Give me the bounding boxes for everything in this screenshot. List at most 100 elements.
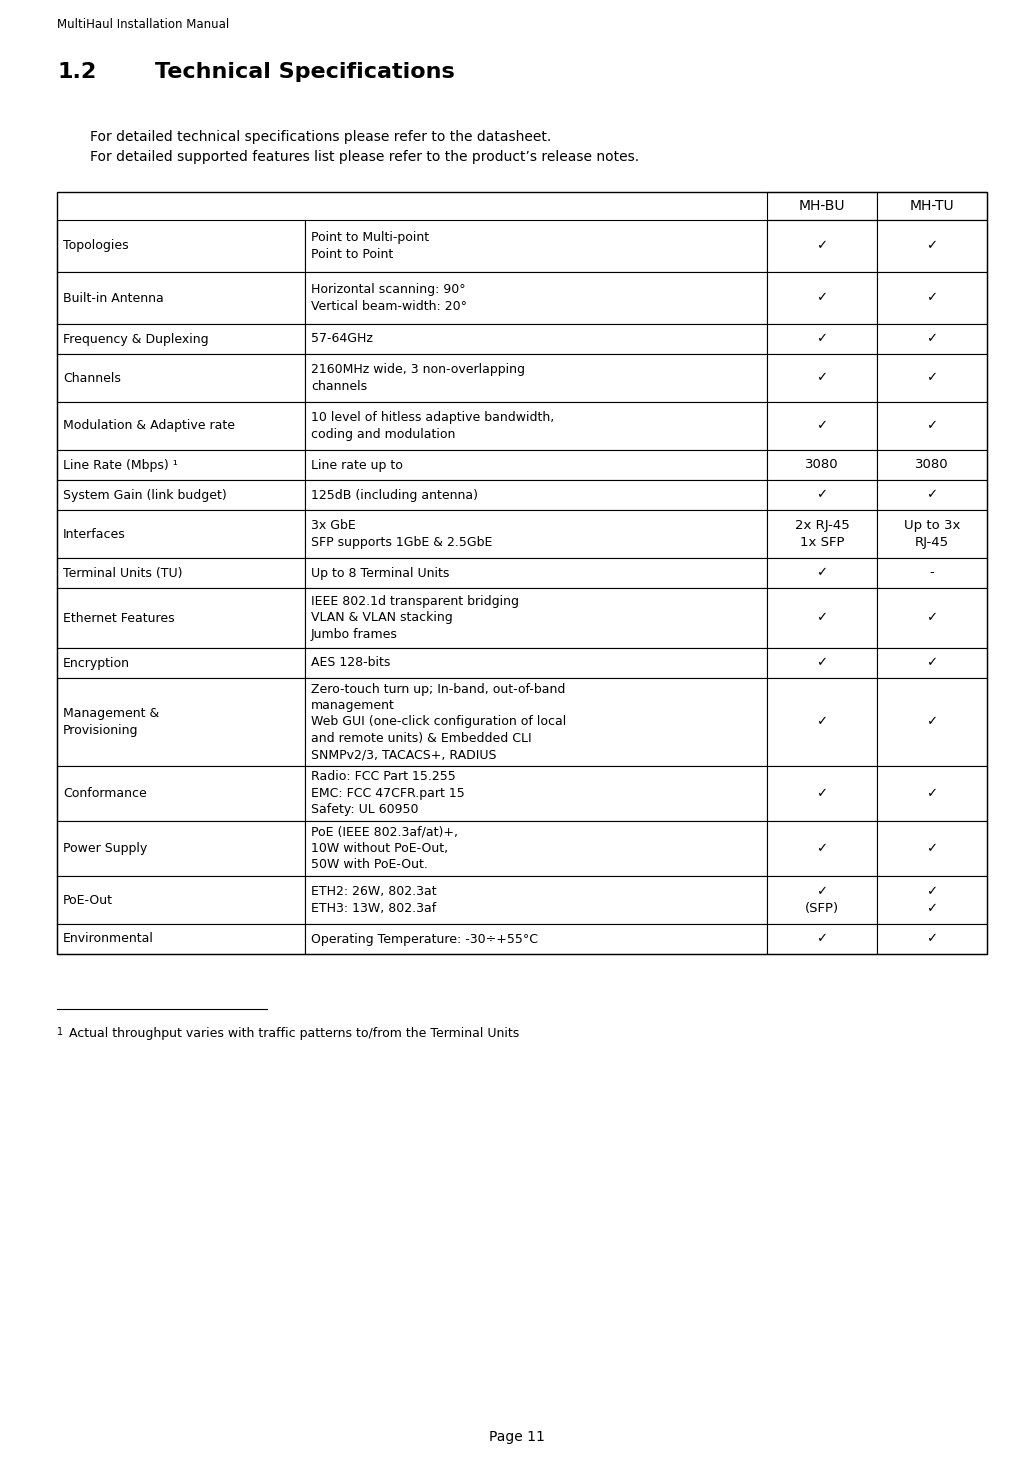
Text: ✓: ✓ [817, 420, 827, 432]
Text: Up to 8 Terminal Units: Up to 8 Terminal Units [311, 567, 450, 580]
Text: Horizontal scanning: 90°
Vertical beam-width: 20°: Horizontal scanning: 90° Vertical beam-w… [311, 283, 467, 313]
Bar [305, 589, 767, 649]
Bar [305, 403, 767, 449]
Bar [767, 192, 877, 220]
Text: ✓: ✓ [926, 842, 938, 855]
Text: ✓: ✓ [817, 489, 827, 502]
Text: 57-64GHz: 57-64GHz [311, 332, 373, 346]
Text: Modulation & Adaptive rate: Modulation & Adaptive rate [63, 420, 235, 432]
Bar [877, 875, 987, 924]
Bar [877, 558, 987, 589]
Text: 125dB (including antenna): 125dB (including antenna) [311, 489, 478, 502]
Bar [305, 480, 767, 509]
Bar [767, 875, 877, 924]
Bar [767, 821, 877, 875]
Bar [767, 272, 877, 324]
Text: 3080: 3080 [805, 458, 839, 471]
Text: Management &
Provisioning: Management & Provisioning [63, 707, 159, 736]
Bar [57, 766, 305, 821]
Bar [877, 449, 987, 480]
Bar [57, 449, 305, 480]
Text: ✓
✓: ✓ ✓ [926, 886, 938, 915]
Bar [57, 678, 305, 766]
Bar [57, 354, 305, 403]
Text: ✓: ✓ [926, 332, 938, 346]
Text: ✓: ✓ [817, 332, 827, 346]
Text: ✓: ✓ [817, 656, 827, 669]
Bar [877, 403, 987, 449]
Text: 1: 1 [57, 1028, 63, 1037]
Text: Channels: Channels [63, 372, 121, 385]
Bar [57, 272, 305, 324]
Text: Point to Multi-point
Point to Point: Point to Multi-point Point to Point [311, 231, 429, 261]
Text: Environmental: Environmental [63, 933, 154, 946]
Bar [877, 821, 987, 875]
Text: AES 128-bits: AES 128-bits [311, 656, 391, 669]
Bar [767, 589, 877, 649]
Bar [305, 354, 767, 403]
Bar [57, 480, 305, 509]
Text: ✓: ✓ [817, 291, 827, 305]
Text: Up to 3x
RJ-45: Up to 3x RJ-45 [904, 520, 961, 549]
Text: MH-BU: MH-BU [798, 199, 845, 212]
Bar [877, 272, 987, 324]
Text: ✓: ✓ [817, 842, 827, 855]
Bar [767, 480, 877, 509]
Text: -: - [930, 567, 935, 580]
Text: IEEE 802.1d transparent bridging
VLAN & VLAN stacking
Jumbo frames: IEEE 802.1d transparent bridging VLAN & … [311, 594, 519, 641]
Bar [305, 324, 767, 354]
Text: ✓: ✓ [817, 716, 827, 729]
Text: ✓: ✓ [926, 612, 938, 625]
Bar [57, 192, 987, 955]
Bar [877, 766, 987, 821]
Text: MultiHaul Installation Manual: MultiHaul Installation Manual [57, 18, 230, 31]
Text: Conformance: Conformance [63, 788, 147, 799]
Bar [767, 403, 877, 449]
Bar [877, 354, 987, 403]
Bar [57, 324, 305, 354]
Text: ✓: ✓ [817, 933, 827, 946]
Text: For detailed supported features list please refer to the product’s release notes: For detailed supported features list ple… [90, 149, 639, 164]
Text: Ethernet Features: Ethernet Features [63, 612, 175, 625]
Bar [57, 649, 305, 678]
Bar [305, 272, 767, 324]
Text: MH-TU: MH-TU [910, 199, 954, 212]
Bar [877, 324, 987, 354]
Text: Power Supply: Power Supply [63, 842, 147, 855]
Text: Operating Temperature: -30÷+55°C: Operating Temperature: -30÷+55°C [311, 933, 538, 946]
Bar [305, 766, 767, 821]
Bar [877, 649, 987, 678]
Text: 2x RJ-45
1x SFP: 2x RJ-45 1x SFP [794, 520, 849, 549]
Text: Page 11: Page 11 [489, 1430, 545, 1444]
Text: Terminal Units (TU): Terminal Units (TU) [63, 567, 182, 580]
Text: ✓: ✓ [926, 788, 938, 799]
Bar [877, 924, 987, 955]
Text: PoE (IEEE 802.3af/at)+,
10W without PoE-Out,
50W with PoE-Out.: PoE (IEEE 802.3af/at)+, 10W without PoE-… [311, 826, 458, 871]
Text: ✓: ✓ [926, 291, 938, 305]
Bar [305, 649, 767, 678]
Text: ✓: ✓ [926, 933, 938, 946]
Text: Line rate up to: Line rate up to [311, 458, 403, 471]
Text: Encryption: Encryption [63, 656, 130, 669]
Text: Frequency & Duplexing: Frequency & Duplexing [63, 332, 209, 346]
Bar [305, 558, 767, 589]
Bar [767, 558, 877, 589]
Text: Radio: FCC Part 15.255
EMC: FCC 47CFR.part 15
Safety: UL 60950: Radio: FCC Part 15.255 EMC: FCC 47CFR.pa… [311, 770, 464, 817]
Bar [57, 821, 305, 875]
Text: ETH2: 26W, 802.3at
ETH3: 13W, 802.3af: ETH2: 26W, 802.3at ETH3: 13W, 802.3af [311, 886, 436, 915]
Bar [305, 220, 767, 272]
Text: 2160MHz wide, 3 non-overlapping
channels: 2160MHz wide, 3 non-overlapping channels [311, 363, 525, 392]
Bar [767, 924, 877, 955]
Bar [877, 678, 987, 766]
Text: Zero-touch turn up; In-band, out-of-band
management
Web GUI (one-click configura: Zero-touch turn up; In-band, out-of-band… [311, 682, 567, 761]
Bar [57, 220, 305, 272]
Text: Interfaces: Interfaces [63, 527, 126, 540]
Text: Built-in Antenna: Built-in Antenna [63, 291, 163, 305]
Text: ✓: ✓ [817, 788, 827, 799]
Text: Actual throughput varies with traffic patterns to/from the Terminal Units: Actual throughput varies with traffic pa… [65, 1028, 519, 1039]
Bar [877, 589, 987, 649]
Bar [305, 924, 767, 955]
Text: Technical Specifications: Technical Specifications [155, 61, 455, 82]
Text: ✓: ✓ [926, 372, 938, 385]
Bar [57, 875, 305, 924]
